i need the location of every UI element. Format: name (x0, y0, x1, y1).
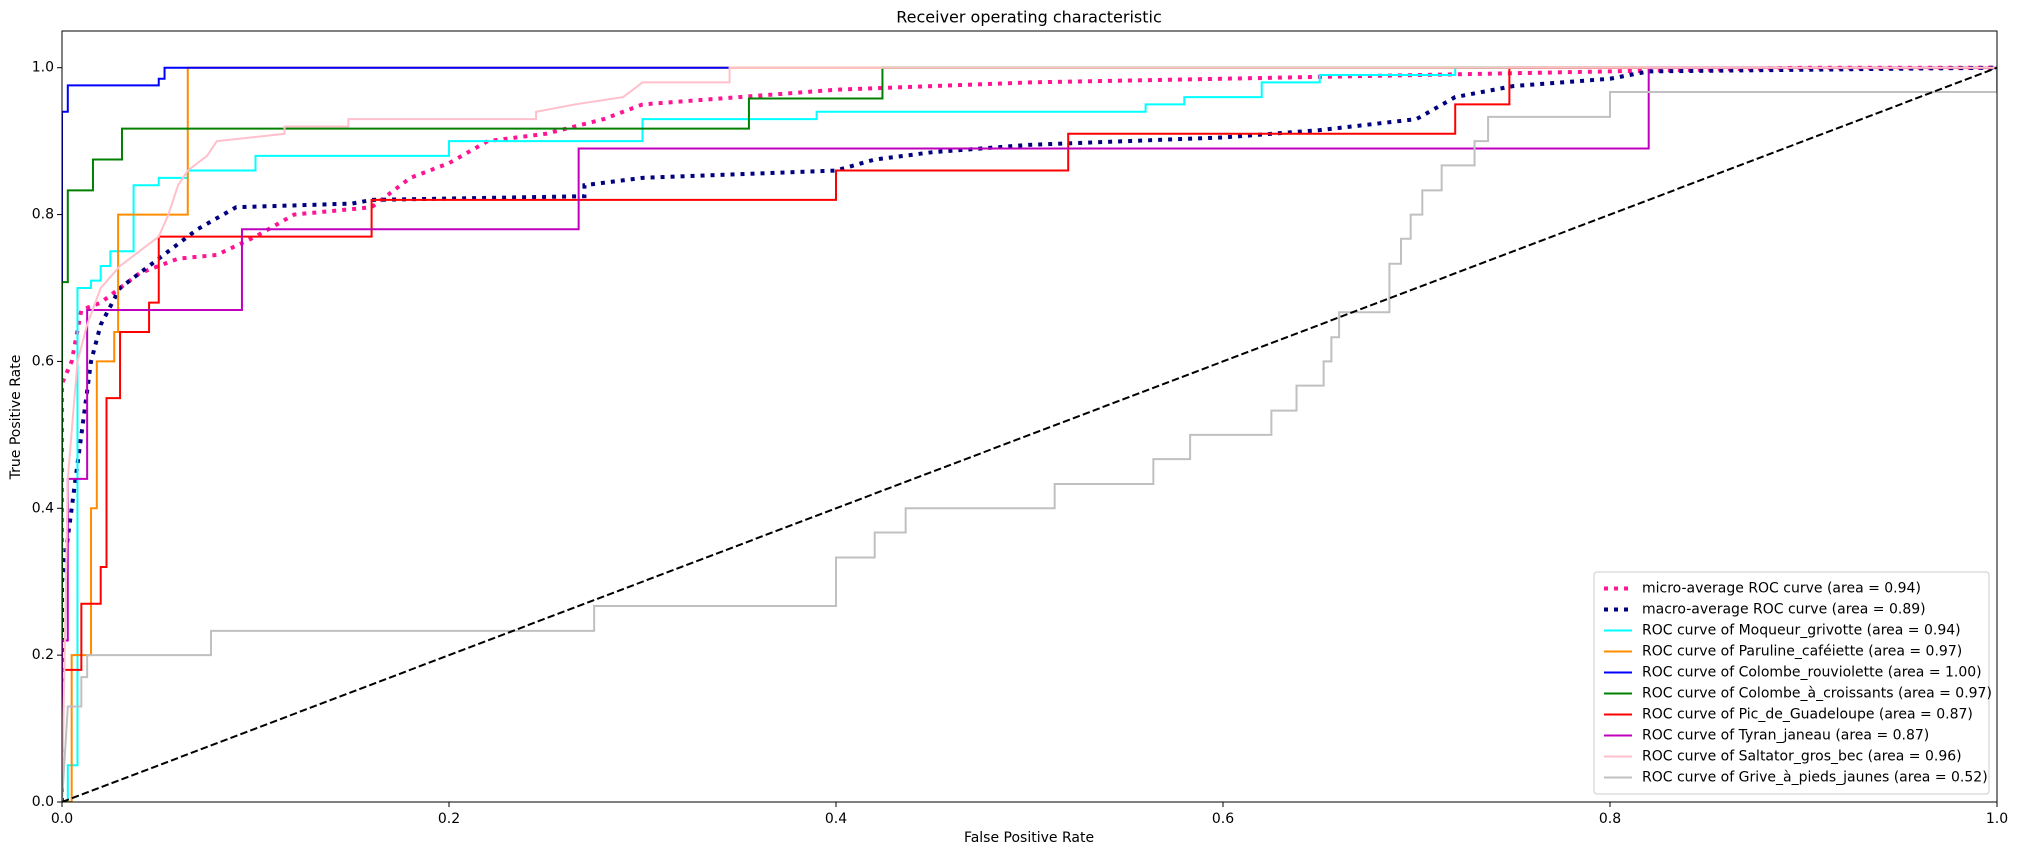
series-line (62, 66, 1997, 802)
y-tick-label: 0.2 (32, 647, 54, 663)
x-tick-label: 0.2 (438, 811, 460, 827)
legend-label: ROC curve of Colombe_rouviolette (area =… (1642, 665, 1982, 681)
x-tick-label: 0.4 (825, 811, 847, 827)
series-line (62, 66, 1997, 802)
x-tick-label: 0.6 (1212, 811, 1234, 827)
legend-label: macro-average ROC curve (area = 0.89) (1642, 602, 1926, 618)
series-line (62, 66, 1997, 802)
series-line (62, 66, 1997, 802)
y-tick-label: 0.6 (32, 353, 54, 369)
x-tick-label: 0.8 (1599, 811, 1621, 827)
plot-frame (61, 30, 1998, 803)
series-line (62, 66, 730, 802)
y-tick-label: 0.4 (32, 500, 54, 516)
series-line (62, 66, 1997, 802)
chart-title: Receiver operating characteristic (896, 8, 1162, 27)
series-line (62, 66, 1997, 802)
y-tick-label: 0.8 (32, 207, 54, 223)
y-tick-label: 1.0 (32, 60, 54, 76)
legend-label: ROC curve of Saltator_gros_bec (area = 0… (1642, 749, 1962, 765)
legend-label: ROC curve of Pic_de_Guadeloupe (area = 0… (1642, 707, 1973, 723)
legend-label: ROC curve of Moqueur_grivotte (area = 0.… (1642, 623, 1961, 639)
legend-label: ROC curve of Colombe_à_croissants (area … (1642, 686, 1992, 702)
y-tick-label: 0.0 (32, 794, 54, 810)
x-tick-label: 1.0 (1986, 811, 2008, 827)
x-tick-label: 0.0 (51, 811, 73, 827)
legend-box (1593, 571, 1990, 795)
x-axis-label: False Positive Rate (964, 830, 1094, 846)
series-line (62, 65, 1997, 802)
y-axis-label: True Positive Rate (8, 355, 24, 481)
legend-label: ROC curve of Paruline_caféiette (area = … (1642, 644, 1962, 660)
series-line (62, 67, 1997, 802)
legend-label: micro-average ROC curve (area = 0.94) (1642, 581, 1921, 597)
legend-label: ROC curve of Grive_à_pieds_jaunes (area … (1642, 770, 1988, 786)
series-line (62, 66, 1997, 802)
legend-label: ROC curve of Tyran_janeau (area = 0.87) (1642, 728, 1929, 744)
